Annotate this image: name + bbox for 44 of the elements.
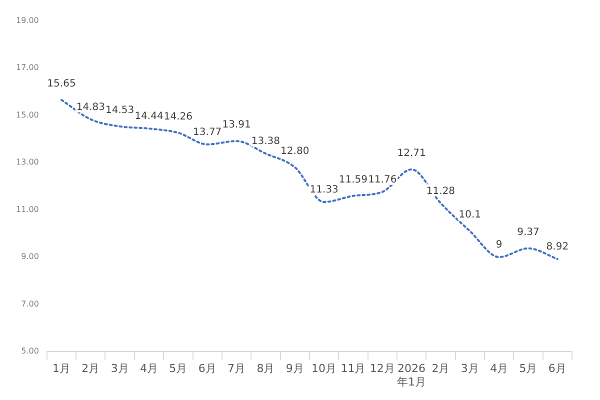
x-tick-label: 4月 [140, 362, 158, 376]
x-tick-label: 4月 [490, 362, 508, 376]
x-tick-label: 7月 [228, 362, 246, 376]
x-tick-label: 2月 [432, 362, 450, 376]
y-tick-label: 17.00 [16, 63, 39, 72]
data-label: 11.76 [368, 174, 397, 186]
y-tick-label: 15.00 [16, 110, 39, 120]
data-label: 12.80 [280, 146, 310, 157]
x-tick-label: 6月 [198, 362, 216, 376]
data-label: 8.92 [546, 242, 569, 253]
y-tick-label: 7.00 [21, 299, 39, 308]
x-tick-label: 2026 年1月 [397, 362, 426, 388]
x-tick-label: 1月 [52, 362, 70, 376]
y-tick-label: 11.00 [16, 204, 39, 214]
data-label: 14.44 [134, 111, 164, 122]
y-tick-label: 19.00 [16, 16, 39, 25]
data-label: 13.77 [193, 126, 222, 138]
data-label: 9 [496, 240, 502, 251]
data-label: 14.26 [164, 111, 192, 122]
data-label: 13.38 [251, 136, 280, 148]
data-label: 11.33 [310, 184, 338, 196]
x-tick-label: 5月 [169, 362, 188, 376]
x-tick-label: 6月 [548, 362, 566, 376]
data-label: 9.37 [517, 226, 540, 238]
y-tick-label: 9.00 [21, 252, 39, 262]
y-tick-label: 5.00 [21, 346, 39, 356]
data-label: 11.59 [338, 174, 368, 186]
x-tick-label: 5月 [519, 362, 538, 376]
x-tick-label: 3月 [460, 362, 479, 376]
data-label: 10.1 [458, 210, 482, 221]
x-tick-label: 12月 [370, 362, 395, 376]
x-tick-label: 10月 [312, 362, 337, 376]
x-tick-label: 3月 [110, 362, 129, 376]
data-label: 15.65 [47, 78, 76, 90]
data-label: 14.53 [106, 105, 134, 116]
data-label: 12.71 [397, 148, 426, 160]
x-tick-label: 8月 [256, 362, 275, 376]
data-label: 14.83 [76, 102, 105, 113]
data-label: 13.91 [222, 120, 251, 131]
data-label: 11.28 [426, 186, 456, 197]
x-tick-label: 2月 [82, 362, 100, 376]
y-tick-label: 13.00 [16, 158, 39, 167]
x-tick-label: 11月 [340, 362, 366, 376]
x-tick-label: 9月 [286, 362, 304, 376]
